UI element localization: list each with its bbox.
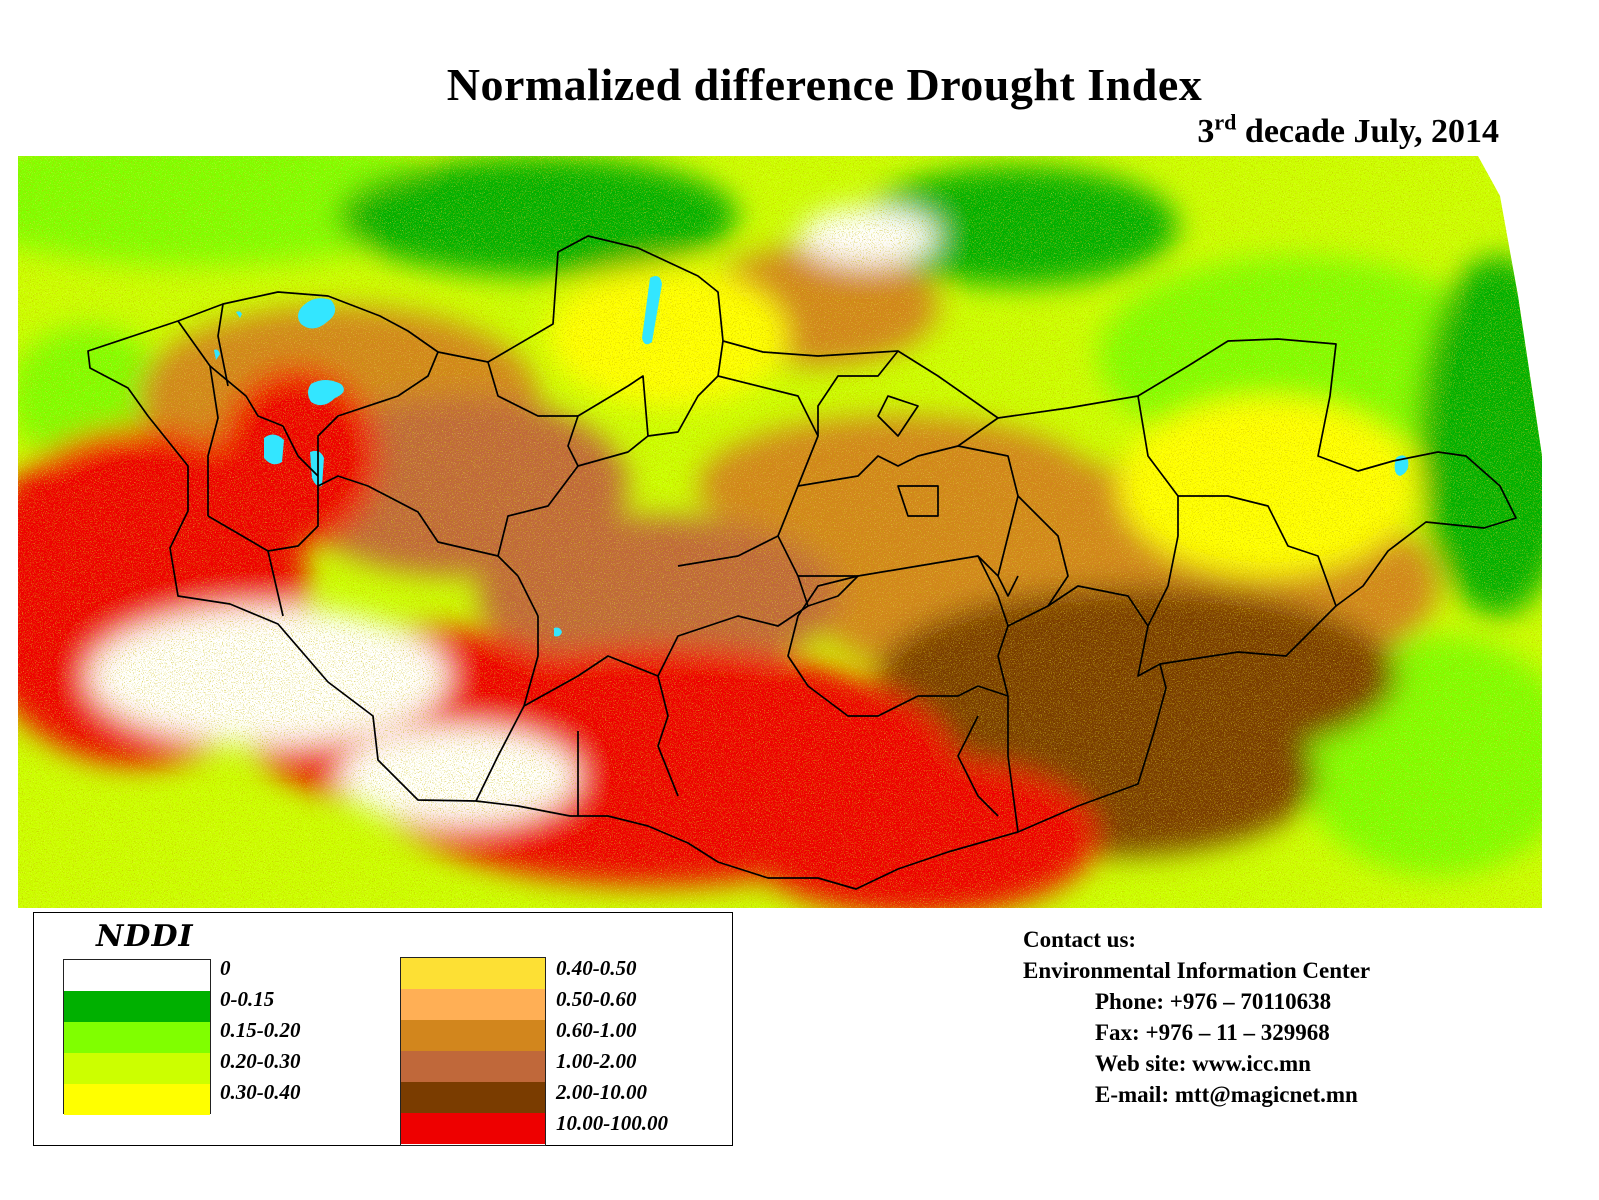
- subtitle-ordinal-suffix: rd: [1214, 109, 1237, 135]
- subtitle-date: decade July, 2014: [1236, 113, 1499, 150]
- legend-swatch-right-3: [401, 1051, 545, 1082]
- legend-swatch-left-0: [64, 960, 210, 991]
- subtitle-ordinal: 3: [1197, 113, 1215, 150]
- legend-swatch-left-1: [64, 991, 210, 1022]
- legend-label-right-3: 1.00-2.00: [556, 1049, 637, 1073]
- legend-swatch-right-0: [401, 958, 545, 989]
- legend-label-left-1: 0-0.15: [220, 987, 275, 1011]
- map-title: Normalized difference Drought Index: [446, 59, 1203, 110]
- legend-label-right-1: 0.50-0.60: [556, 987, 637, 1011]
- legend-swatch-right-1: [401, 989, 545, 1020]
- legend-swatch-left-4: [64, 1084, 210, 1115]
- legend-label-left-0: 0: [220, 956, 231, 980]
- legend-title: NDDI: [96, 919, 194, 954]
- legend-swatch-left-2: [64, 1022, 210, 1053]
- contact-email[interactable]: E-mail: mtt@magicnet.mn: [1095, 1082, 1358, 1107]
- legend-label-right-5: 10.00-100.00: [556, 1111, 668, 1135]
- contact-fax: Fax: +976 – 11 – 329968: [1095, 1020, 1330, 1045]
- legend-label-right-2: 0.60-1.00: [556, 1018, 637, 1042]
- legend-left-swatches: [63, 959, 211, 1115]
- contact-org: Environmental Information Center: [1023, 958, 1371, 983]
- legend-swatch-right-5: [401, 1113, 545, 1144]
- legend-right-swatches: [400, 957, 546, 1146]
- legend-label-left-4: 0.30-0.40: [220, 1080, 301, 1104]
- legend: NDDI 0 0-0.15 0.15-0.20 0.20-0.30 0.30-0.40 …: [33, 912, 733, 1146]
- legend-swatch-right-4: [401, 1082, 545, 1113]
- province-boundaries: [87, 235, 1517, 890]
- legend-swatch-left-3: [64, 1053, 210, 1084]
- legend-swatch-right-2: [401, 1020, 545, 1051]
- legend-label-right-4: 2.00-10.00: [556, 1080, 647, 1104]
- contact-heading: Contact us:: [1023, 927, 1137, 952]
- map-subtitle: 3rd decade July, 2014: [1197, 109, 1499, 151]
- legend-label-left-2: 0.15-0.20: [220, 1018, 301, 1042]
- contact-phone: Phone: +976 – 70110638: [1095, 989, 1332, 1014]
- nddi-raster-map: [18, 156, 1542, 908]
- map-raster: [18, 156, 1542, 908]
- contact-info: Contact us: Environmental Information Ce…: [1023, 924, 1370, 1110]
- legend-label-right-0: 0.40-0.50: [556, 956, 637, 980]
- legend-label-left-3: 0.20-0.30: [220, 1049, 301, 1073]
- contact-web[interactable]: Web site: www.icc.mn: [1095, 1051, 1311, 1076]
- nddi-map: [18, 156, 1542, 908]
